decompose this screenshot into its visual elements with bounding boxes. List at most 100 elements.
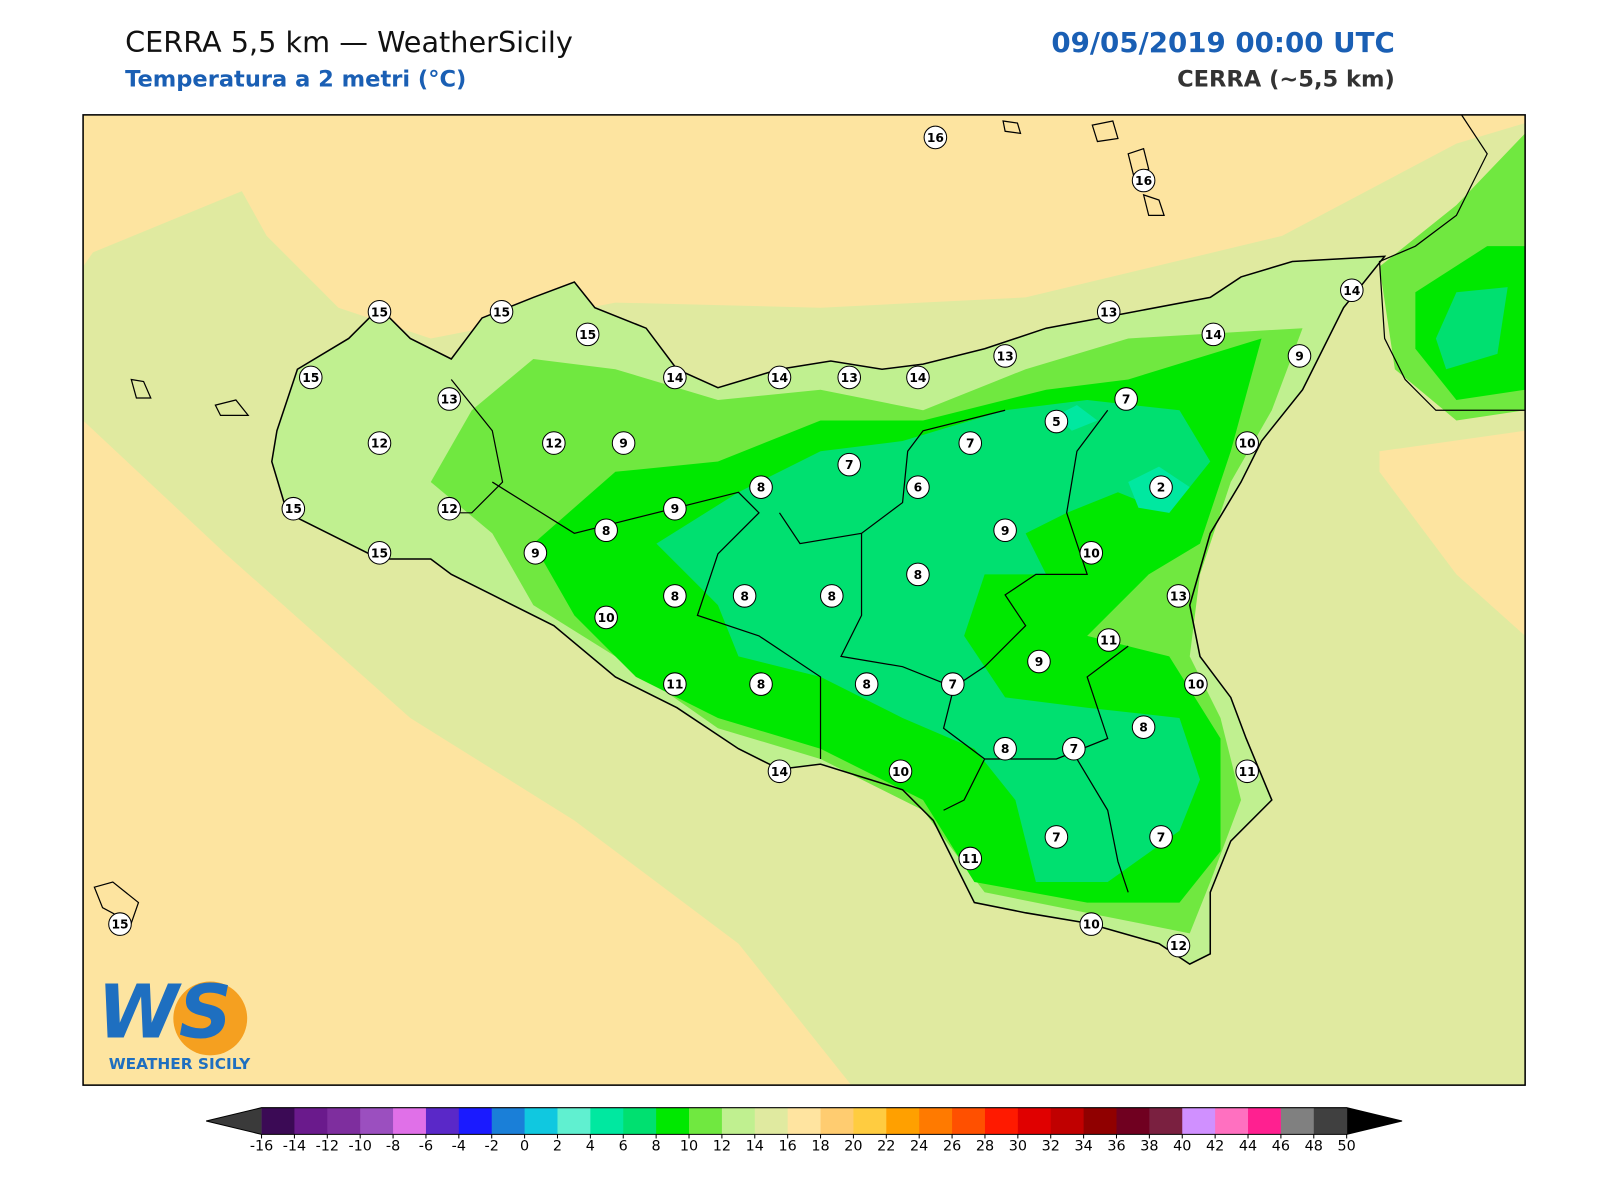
station-marker	[1027, 649, 1051, 674]
station-marker	[1235, 431, 1259, 455]
colorbar-tick-label: 36	[1107, 1139, 1125, 1155]
station-marker	[1149, 825, 1173, 849]
logo: WS WEATHER SICILY	[97, 969, 251, 1073]
station-value: 10	[892, 765, 909, 779]
colorbar-segment	[1050, 1107, 1085, 1135]
station-marker	[281, 496, 306, 521]
station-marker	[594, 518, 618, 543]
station-value: 9	[1295, 349, 1304, 363]
colorbar-segment	[1083, 1107, 1118, 1135]
field-band	[83, 114, 308, 257]
station-value: 15	[579, 328, 596, 342]
station-value: 2	[1157, 481, 1166, 495]
station-value: 14	[1205, 328, 1222, 342]
station-value: 10	[598, 611, 615, 625]
station-marker	[298, 365, 323, 390]
colorbar-tick-label: 38	[1140, 1139, 1158, 1155]
station-marker	[923, 125, 948, 150]
station-marker	[958, 431, 983, 455]
station-value: 9	[671, 502, 680, 516]
colorbar-segment	[721, 1107, 756, 1135]
colorbar-segment	[984, 1107, 1019, 1135]
colorbar-over	[1346, 1107, 1403, 1135]
station-value: 7	[1122, 393, 1131, 407]
station-value: 11	[962, 852, 979, 866]
colorbar-segment	[1215, 1107, 1249, 1135]
station-marker	[1166, 933, 1191, 958]
colorbar-segment	[261, 1107, 295, 1135]
logo-caption: WEATHER SICILY	[109, 1055, 251, 1073]
station-marker	[1114, 387, 1138, 411]
station-value: 11	[666, 678, 683, 692]
colorbar-segment	[294, 1107, 328, 1135]
station-value: 8	[757, 678, 766, 692]
station-value: 7	[1070, 742, 1079, 756]
station-marker	[837, 452, 862, 477]
colorbar-segment	[327, 1107, 361, 1135]
station-marker	[1235, 759, 1259, 784]
station-marker	[1044, 409, 1069, 434]
station-marker	[1096, 628, 1121, 652]
field-band	[656, 400, 1211, 883]
station-marker	[663, 672, 687, 696]
station-marker	[1044, 825, 1069, 849]
colorbar-tick-label: -2	[485, 1139, 499, 1155]
station-marker	[367, 300, 392, 324]
colorbar-tick-label: 16	[779, 1139, 797, 1155]
station-value: 8	[757, 481, 766, 495]
datetime: 09/05/2019 00:00 UTC	[1051, 26, 1394, 59]
station-marker	[888, 759, 913, 784]
station-value: 11	[1100, 634, 1117, 648]
colorbar-segment	[787, 1107, 822, 1135]
station-value: 10	[1083, 918, 1100, 932]
station-marker	[523, 541, 548, 565]
colorbar-tick-label: 44	[1239, 1139, 1257, 1155]
colorbar-tick-label: 20	[844, 1139, 862, 1155]
colorbar-tick-label: 30	[1009, 1139, 1027, 1155]
station-value: 10	[1187, 678, 1204, 692]
station-value: 8	[914, 568, 923, 582]
colorbar-segment	[656, 1107, 690, 1135]
logo-mark: WS	[97, 969, 232, 1055]
colorbar-tick-label: 8	[652, 1139, 661, 1155]
colorbar-under	[206, 1107, 262, 1135]
colorbar-tick-label: 22	[877, 1139, 895, 1155]
station-marker	[1131, 715, 1156, 739]
station-marker	[542, 431, 566, 455]
colorbar-tick-label: -4	[452, 1139, 466, 1155]
colorbar-segment	[590, 1107, 624, 1135]
colorbar-segment	[1149, 1107, 1183, 1135]
station-value: 7	[949, 678, 958, 692]
subtitle: Temperatura a 2 metri (°C)	[125, 67, 466, 93]
station-value: 12	[545, 437, 562, 451]
colorbar-outline	[206, 1107, 1403, 1135]
colorbar-tick-label: 26	[943, 1139, 961, 1155]
station-value: 13	[1100, 305, 1117, 319]
station-value: 8	[602, 524, 611, 538]
colorbar-tick-label: 12	[713, 1139, 731, 1155]
colorbar-segment	[557, 1107, 591, 1135]
station-marker	[663, 496, 687, 521]
station-marker	[1166, 584, 1191, 608]
station-marker	[108, 912, 132, 936]
colorbar-tick-label: 50	[1338, 1139, 1356, 1155]
station-value: 8	[671, 589, 680, 603]
station-value: 6	[914, 481, 923, 495]
colorbar-segment	[853, 1107, 887, 1135]
station-marker	[1131, 168, 1156, 193]
model-label: CERRA (~5,5 km)	[1177, 67, 1395, 93]
station-value: 9	[1001, 524, 1010, 538]
station-value: 12	[441, 502, 458, 516]
station-marker	[906, 562, 930, 587]
station-value: 9	[619, 437, 628, 451]
station-marker	[819, 584, 844, 608]
station-value: 15	[111, 918, 128, 932]
colorbar-segment	[754, 1107, 789, 1135]
station-value: 8	[1139, 721, 1148, 735]
map-frame	[82, 114, 1526, 1086]
colorbar-tick-label: -8	[386, 1139, 400, 1155]
station-value: 16	[1135, 174, 1152, 188]
title: CERRA 5,5 km — WeatherSicily	[125, 25, 573, 59]
coastline	[271, 255, 1387, 965]
station-marker	[854, 672, 879, 696]
